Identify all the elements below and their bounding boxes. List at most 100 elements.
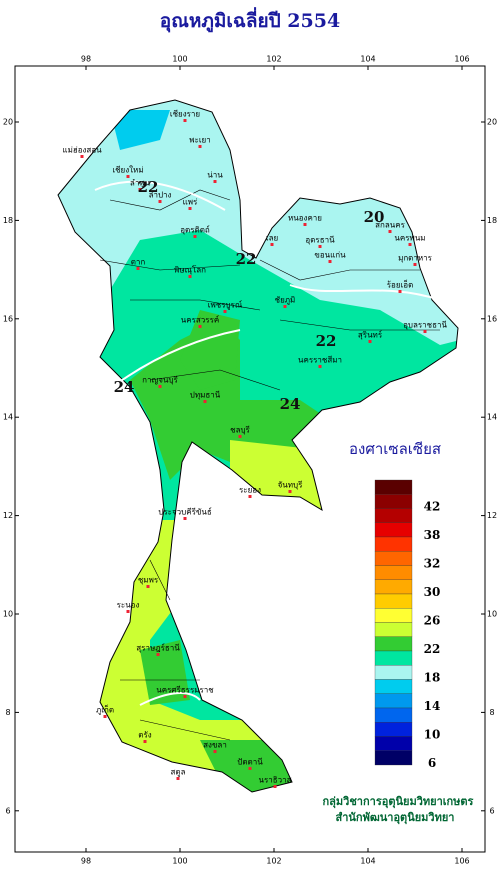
legend-swatch	[374, 522, 413, 538]
lat-label: 10	[487, 610, 497, 619]
legend-label: 30	[424, 585, 441, 599]
lat-label: 14	[3, 413, 13, 422]
place-label: ตาก	[131, 258, 146, 267]
place-label: นครสวรรค์	[181, 315, 219, 325]
place-label: จันทบุรี	[278, 481, 304, 490]
station-dot	[408, 243, 412, 246]
lat-label: 14	[487, 413, 497, 422]
legend-swatch	[374, 579, 413, 595]
credit-line: สำนักพัฒนาอุตุนิยมวิทยา	[336, 811, 455, 825]
station-dot	[248, 767, 252, 770]
place-label: ปัตตานี	[237, 758, 263, 767]
place-label: อุบลราชธานี	[403, 321, 447, 330]
legend-label: 10	[424, 728, 441, 742]
station-dot	[283, 305, 287, 308]
legend-swatch	[374, 508, 413, 523]
lat-label: 6	[5, 806, 10, 815]
legend-label: 38	[424, 528, 441, 542]
credit-line: กลุ่มวิชาการอุตุนิยมวิทยาเกษตร	[323, 795, 474, 809]
station-dot	[143, 740, 147, 743]
province-borders	[57, 99, 459, 793]
legend-swatch	[374, 494, 413, 509]
station-dot	[318, 245, 322, 248]
station-dot	[328, 260, 332, 263]
lat-label: 18	[487, 216, 497, 225]
station-dot	[303, 223, 307, 226]
place-label: นราธิวาส	[258, 776, 291, 785]
legend-swatch	[374, 636, 413, 652]
station-dot	[223, 310, 227, 313]
legend-label: 32	[424, 557, 441, 571]
lat-label: 18	[3, 216, 13, 225]
legend-swatch	[374, 707, 413, 723]
station-dot	[198, 145, 202, 148]
station-dot	[126, 175, 130, 178]
station-dot	[158, 200, 162, 203]
place-label: เชียงใหม่	[112, 166, 143, 175]
contour-lines	[94, 180, 441, 706]
lat-label: 8	[5, 708, 10, 717]
lat-label: 10	[3, 610, 13, 619]
lat-label: 16	[3, 314, 13, 323]
legend-swatch	[374, 722, 413, 737]
place-label: ตรัง	[138, 731, 151, 740]
place-label: ระนอง	[117, 601, 140, 610]
contour-label: 24	[280, 395, 301, 413]
station-dot	[103, 715, 107, 718]
lon-label: 106	[454, 55, 469, 64]
station-dot	[273, 785, 277, 788]
legend-label: 42	[424, 500, 441, 514]
place-label: มุกดาหาร	[398, 254, 433, 263]
legend-swatch	[374, 736, 413, 751]
place-label: น่าน	[207, 171, 223, 180]
place-label: ชัยภูมิ	[275, 296, 296, 306]
contour-label: 22	[138, 178, 159, 196]
legend-swatch	[374, 650, 413, 666]
place-label: เพชรบูรณ์	[208, 300, 243, 311]
station-dot	[193, 235, 197, 238]
station-dot	[188, 275, 192, 278]
lat-label: 20	[3, 118, 13, 127]
place-label: อุตรดิตถ์	[180, 225, 210, 235]
map-title: อุณหภูมิเฉลี่ยปี 2554	[160, 7, 340, 33]
place-label: แพร่	[183, 198, 198, 207]
place-label: กาญจนบุรี	[142, 376, 178, 385]
station-dot	[388, 230, 392, 233]
place-label: นครศรีธรรมราช	[156, 686, 214, 695]
contour-label: 22	[236, 250, 257, 268]
station-dot	[183, 517, 187, 520]
place-label: สกลนคร	[375, 221, 405, 230]
place-label: หนองคาย	[288, 214, 322, 223]
place-label: ประจวบคีรีขันธ์	[158, 507, 212, 517]
legend-swatch	[374, 551, 413, 566]
place-label: เชียงราย	[170, 110, 200, 119]
station-dot	[423, 330, 427, 333]
lon-label: 106	[454, 857, 469, 866]
place-label: ชุมพร	[138, 576, 159, 585]
lon-label: 98	[81, 857, 91, 866]
station-dot	[136, 267, 140, 270]
legend-swatch	[374, 536, 413, 552]
station-dot	[213, 750, 217, 753]
place-label: ปทุมธานี	[190, 391, 221, 400]
legend-swatch	[374, 622, 413, 637]
station-dot	[138, 188, 142, 191]
legend-label: 18	[424, 671, 441, 685]
station-dot	[80, 155, 84, 158]
station-dot	[203, 400, 207, 403]
station-dot	[398, 290, 402, 293]
lat-label: 12	[3, 511, 13, 520]
station-dot	[156, 653, 160, 656]
lon-label: 100	[172, 857, 187, 866]
place-label: แม่ฮ่องสอน	[62, 146, 102, 155]
lon-label: 100	[172, 55, 187, 64]
station-dot	[158, 385, 162, 388]
station-dot	[288, 490, 292, 493]
legend-swatch	[374, 593, 413, 609]
station-dot	[368, 340, 372, 343]
legend-swatch	[374, 665, 413, 680]
place-label: อุดรธานี	[305, 236, 335, 245]
place-label: ร้อยเอ็ด	[387, 280, 414, 290]
place-label: สตูล	[171, 768, 186, 778]
